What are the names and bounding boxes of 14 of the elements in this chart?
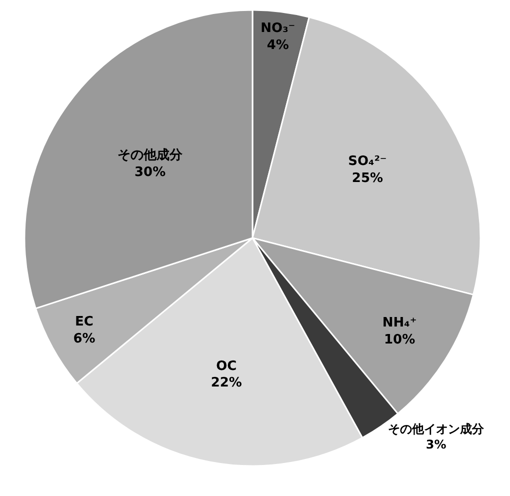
data-label: 25% [352,170,384,186]
slice-label: その他成分 [118,148,184,163]
slice-label: その他イオン成分 [388,422,486,436]
data-label: 30% [134,164,166,180]
data-label: 10% [384,332,416,348]
slice-label: SO₄²⁻ [348,154,387,170]
slice-label: NO₃⁻ [260,21,296,36]
slice-label: NH₄⁺ [382,315,417,330]
data-label: 3% [426,438,446,452]
data-label: 6% [73,331,96,346]
data-label: 4% [266,38,289,53]
slice-label: OC [216,358,237,374]
slice-label: EC [75,314,94,330]
data-label: 22% [210,376,242,391]
